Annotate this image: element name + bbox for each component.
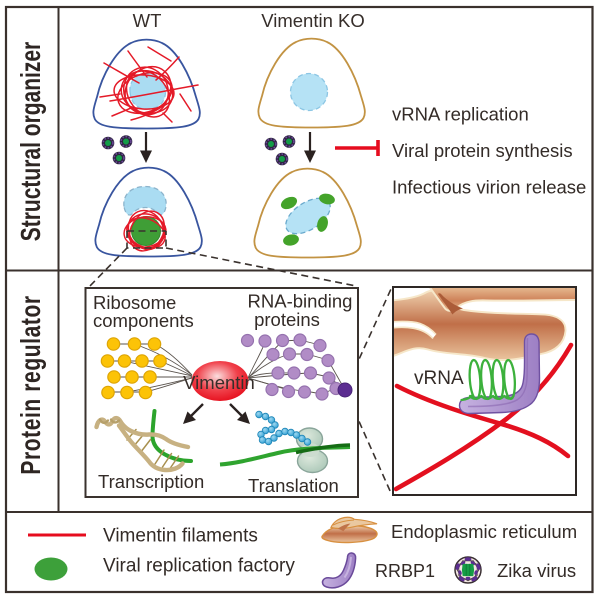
svg-text:Viral replication factory: Viral replication factory bbox=[103, 556, 295, 577]
svg-text:Endoplasmic reticulum: Endoplasmic reticulum bbox=[391, 521, 577, 542]
svg-text:vRNA replication: vRNA replication bbox=[392, 104, 529, 125]
svg-text:Zika virus: Zika virus bbox=[497, 560, 576, 581]
svg-text:Translation: Translation bbox=[248, 475, 339, 496]
svg-text:Vimentin KO: Vimentin KO bbox=[261, 10, 365, 31]
svg-text:Vimentin filaments: Vimentin filaments bbox=[103, 526, 258, 547]
svg-text:RRBP1: RRBP1 bbox=[375, 561, 435, 581]
svg-text:Infectious virion release: Infectious virion release bbox=[392, 177, 586, 198]
svg-text:Viral protein synthesis: Viral protein synthesis bbox=[392, 140, 573, 161]
svg-text:proteins: proteins bbox=[254, 309, 320, 330]
svg-text:WT: WT bbox=[133, 10, 162, 31]
svg-text:Ribosome: Ribosome bbox=[93, 292, 176, 313]
svg-text:Vimentin: Vimentin bbox=[183, 372, 255, 393]
svg-text:Transcription: Transcription bbox=[98, 471, 204, 492]
svg-text:Structural organizer: Structural organizer bbox=[16, 41, 46, 241]
svg-text:Protein regulator: Protein regulator bbox=[16, 295, 46, 474]
svg-text:vRNA: vRNA bbox=[414, 368, 464, 389]
svg-text:RNA-binding: RNA-binding bbox=[248, 291, 353, 312]
svg-text:components: components bbox=[93, 310, 194, 331]
